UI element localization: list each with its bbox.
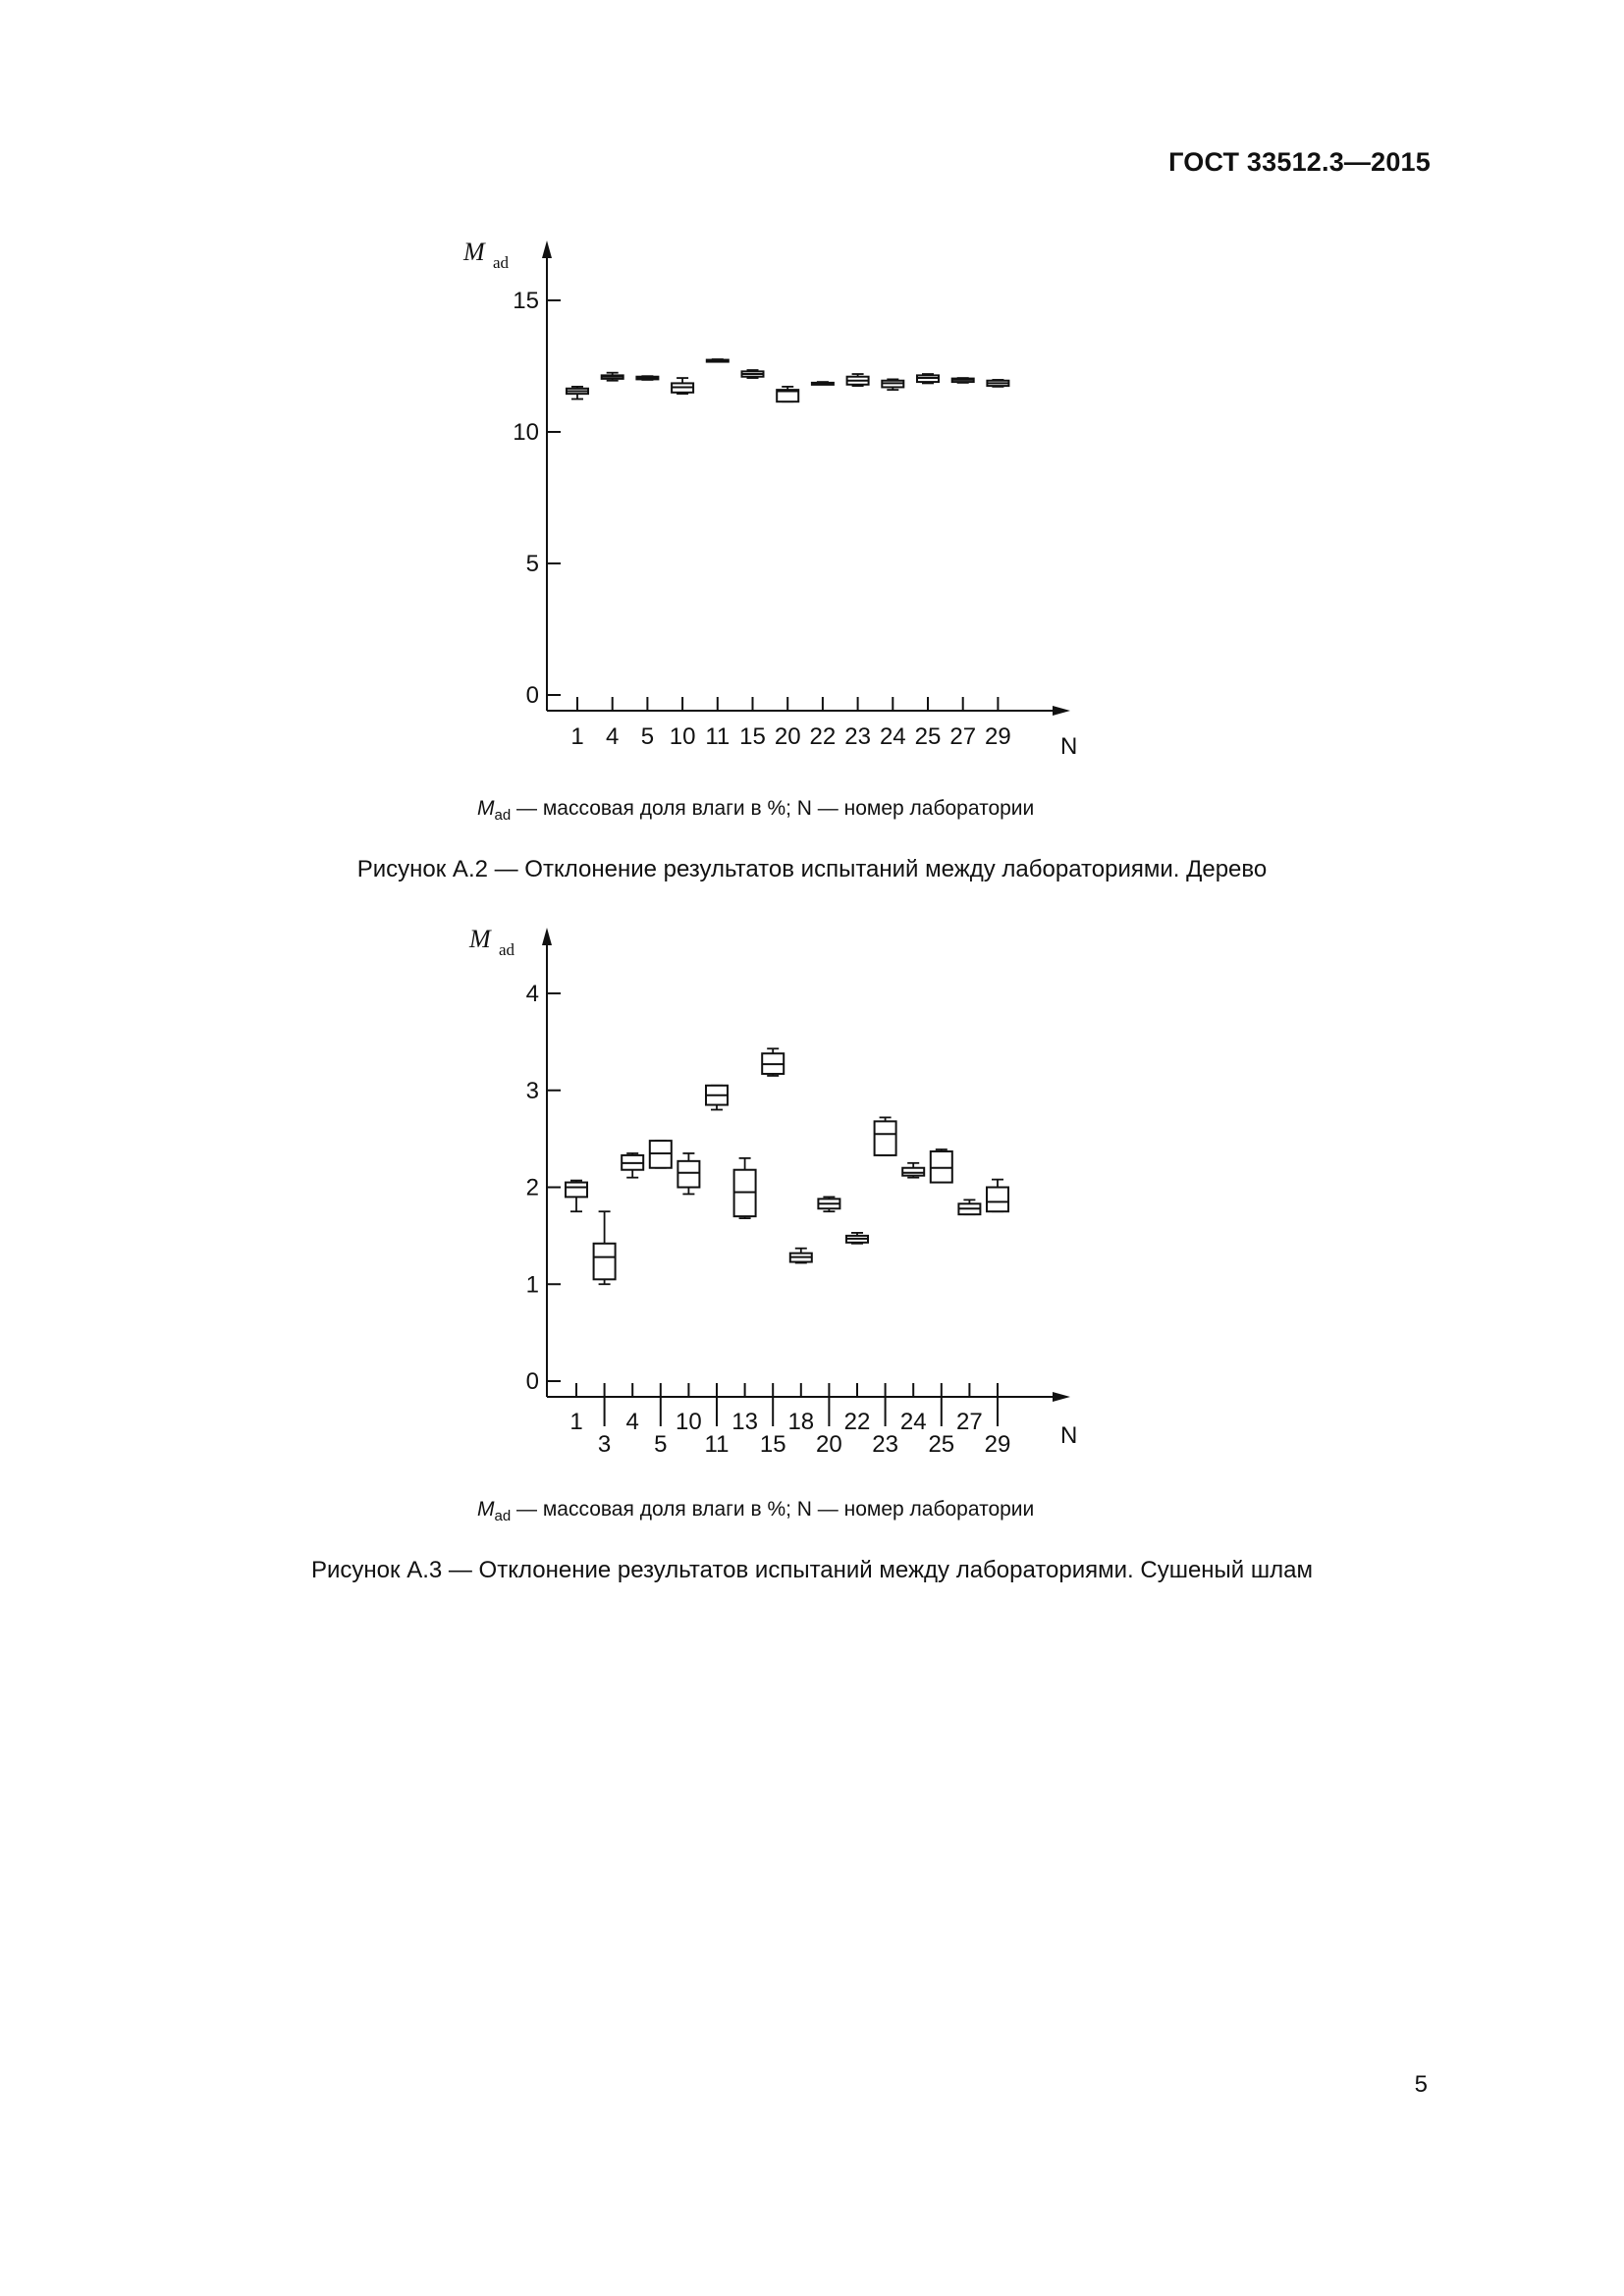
x-tick-label: 22	[844, 1409, 871, 1435]
box-29	[986, 1186, 1009, 1213]
figure-a2-caption: Рисунок А.2 — Отклонение результатов исп…	[356, 856, 1268, 882]
x-axis-arrow	[1053, 1392, 1070, 1402]
legend-text: — массовая доля влаги в %; N — номер лаб…	[511, 797, 1035, 820]
x-tick-label: 4	[606, 723, 619, 750]
box-10	[677, 1159, 701, 1189]
x-tick-label: 23	[872, 1431, 898, 1458]
x-axis-label: N	[1060, 1422, 1077, 1449]
page-number: 5	[1414, 2071, 1428, 2098]
x-tick-label: 3	[598, 1431, 611, 1458]
legend-text: — массовая доля влаги в %; N — номер лаб…	[511, 1498, 1035, 1521]
x-tick-label: 10	[670, 723, 696, 750]
y-axis-arrow	[542, 240, 552, 258]
document-header: ГОСТ 33512.3—2015	[1168, 147, 1431, 177]
y-tick-label: 15	[513, 288, 539, 314]
box-1	[565, 1181, 588, 1199]
legend-symbol: M	[477, 797, 495, 820]
x-tick-label: 5	[654, 1431, 667, 1458]
x-tick-label: 29	[985, 723, 1011, 750]
y-axis-arrow	[542, 928, 552, 945]
x-axis-arrow	[1053, 706, 1070, 716]
y-axis-label: M	[462, 238, 486, 266]
y-tick-label: 1	[526, 1271, 539, 1298]
x-tick-label: 4	[626, 1409, 639, 1435]
y-tick-label: 5	[526, 551, 539, 577]
x-tick-label: 1	[569, 1409, 582, 1435]
legend-wood: Mad — массовая доля влаги в %; N — номер…	[477, 797, 1034, 824]
box-23	[873, 1120, 897, 1156]
x-tick-label: 22	[810, 723, 837, 750]
x-tick-label: 27	[956, 1409, 983, 1435]
y-tick-label: 0	[526, 682, 539, 709]
y-tick-label: 3	[526, 1078, 539, 1104]
y-tick-label: 4	[526, 981, 539, 1007]
y-tick-label: 10	[513, 419, 539, 446]
x-tick-label: 18	[787, 1409, 814, 1435]
x-tick-label: 24	[880, 723, 906, 750]
y-axis-label-sub: ad	[499, 940, 515, 959]
x-tick-label: 10	[676, 1409, 702, 1435]
x-axis-label: N	[1060, 733, 1077, 760]
x-tick-label: 11	[705, 1431, 730, 1458]
x-tick-label: 13	[731, 1409, 758, 1435]
y-tick-label: 0	[526, 1368, 539, 1395]
y-axis-label: M	[468, 925, 492, 953]
x-tick-label: 15	[760, 1431, 786, 1458]
x-tick-label: 23	[844, 723, 871, 750]
x-tick-label: 5	[641, 723, 654, 750]
x-tick-label: 25	[928, 1431, 954, 1458]
x-tick-label: 24	[900, 1409, 927, 1435]
legend-symbol: M	[477, 1498, 495, 1521]
figure-a3-caption: Рисунок А.3 — Отклонение результатов исп…	[311, 1557, 1313, 1583]
x-tick-label: 29	[985, 1431, 1011, 1458]
legend-symbol-sub: ad	[494, 807, 512, 825]
x-tick-label: 1	[570, 723, 583, 750]
legend-sludge: Mad — массовая доля влаги в %; N — номер…	[477, 1498, 1034, 1524]
x-tick-label: 15	[739, 723, 766, 750]
y-tick-label: 2	[526, 1175, 539, 1201]
legend-symbol-sub: ad	[494, 1508, 512, 1525]
y-axis-label-sub: ad	[493, 253, 510, 272]
x-tick-label: 20	[775, 723, 801, 750]
box-20	[776, 389, 800, 403]
x-tick-label: 27	[949, 723, 976, 750]
x-tick-label: 11	[705, 723, 730, 750]
x-tick-label: 20	[816, 1431, 842, 1458]
x-tick-label: 25	[915, 723, 942, 750]
box-3	[592, 1242, 617, 1281]
